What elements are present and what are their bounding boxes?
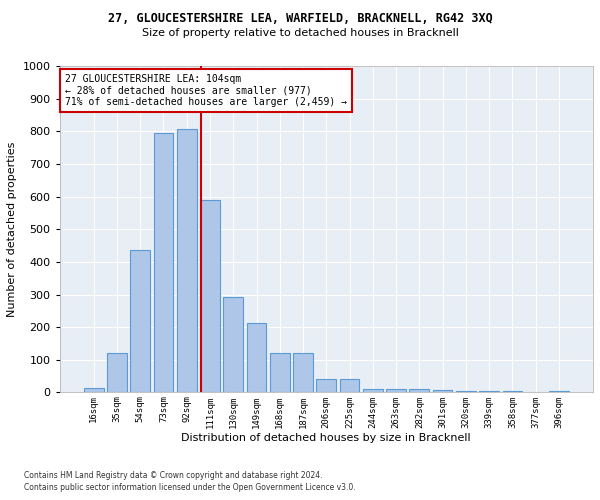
Bar — [456, 391, 476, 392]
Bar — [223, 297, 243, 392]
Text: 27, GLOUCESTERSHIRE LEA, WARFIELD, BRACKNELL, RG42 3XQ: 27, GLOUCESTERSHIRE LEA, WARFIELD, BRACK… — [107, 12, 493, 26]
Bar — [130, 250, 150, 392]
Bar — [433, 390, 452, 392]
Text: Contains HM Land Registry data © Crown copyright and database right 2024.: Contains HM Land Registry data © Crown c… — [24, 471, 323, 480]
Text: Contains public sector information licensed under the Open Government Licence v3: Contains public sector information licen… — [24, 484, 356, 492]
Bar — [84, 388, 104, 392]
Bar — [154, 133, 173, 392]
Bar — [107, 354, 127, 393]
Bar — [177, 128, 197, 392]
Bar — [549, 391, 569, 392]
Bar — [293, 354, 313, 393]
Text: 27 GLOUCESTERSHIRE LEA: 104sqm
← 28% of detached houses are smaller (977)
71% of: 27 GLOUCESTERSHIRE LEA: 104sqm ← 28% of … — [65, 74, 347, 108]
Bar — [316, 380, 336, 392]
Y-axis label: Number of detached properties: Number of detached properties — [7, 142, 17, 317]
Bar — [340, 380, 359, 392]
Bar — [270, 354, 290, 393]
X-axis label: Distribution of detached houses by size in Bracknell: Distribution of detached houses by size … — [181, 433, 471, 443]
Bar — [200, 200, 220, 392]
Bar — [363, 389, 383, 392]
Bar — [409, 389, 429, 392]
Bar — [247, 323, 266, 392]
Text: Size of property relative to detached houses in Bracknell: Size of property relative to detached ho… — [142, 28, 458, 38]
Bar — [386, 389, 406, 392]
